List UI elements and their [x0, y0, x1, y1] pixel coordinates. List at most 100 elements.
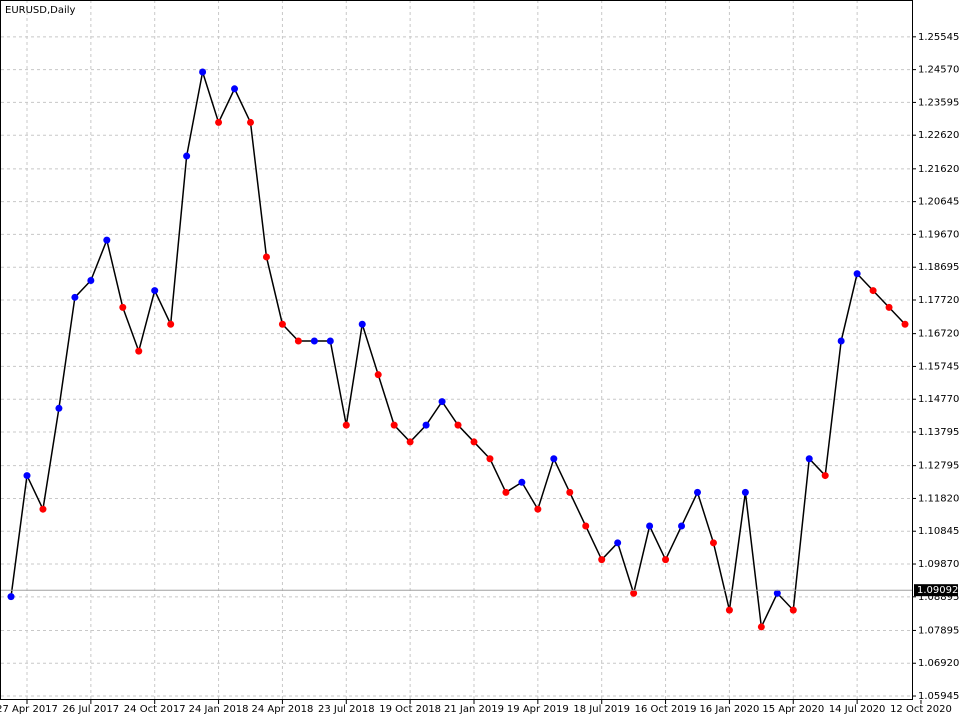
price-marker	[422, 421, 430, 429]
y-tick-label: 1.09870	[918, 559, 959, 570]
price-marker	[725, 606, 733, 614]
price-marker	[709, 539, 717, 547]
x-tick-label: 24 Jan 2018	[189, 704, 249, 715]
price-marker	[534, 505, 542, 513]
y-tick-label: 1.08895	[918, 592, 959, 603]
y-tick-label: 1.18695	[918, 262, 959, 273]
x-tick-label: 16 Jan 2020	[699, 704, 759, 715]
y-tick-label: 1.13795	[918, 427, 959, 438]
price-marker	[662, 556, 670, 564]
price-marker	[773, 589, 781, 597]
y-tick-label: 1.22620	[918, 130, 959, 141]
price-marker	[518, 478, 526, 486]
price-marker	[390, 421, 398, 429]
x-tick-label: 14 Jul 2020	[829, 704, 886, 715]
x-tick-label: 15 Apr 2020	[762, 704, 824, 715]
x-tick-label: 24 Apr 2018	[252, 704, 314, 715]
price-marker	[789, 606, 797, 614]
y-tick-label: 1.20645	[918, 197, 959, 208]
current-price-label: 1.09092	[917, 585, 958, 596]
y-tick-label: 1.14770	[918, 394, 959, 405]
price-marker	[151, 287, 159, 295]
y-tick-label: 1.11820	[918, 493, 959, 504]
x-tick-label: 27 Apr 2017	[0, 704, 58, 715]
price-marker	[630, 589, 638, 597]
chart-title: EURUSD,Daily	[5, 5, 76, 16]
y-tick-label: 1.16720	[918, 329, 959, 340]
price-marker	[167, 320, 175, 328]
plot-area	[1, 0, 912, 700]
price-marker	[87, 276, 95, 284]
price-marker	[853, 270, 861, 278]
price-marker	[183, 152, 191, 160]
price-marker	[454, 421, 462, 429]
y-tick-label: 1.06920	[918, 658, 959, 669]
x-tick-label: 19 Apr 2019	[507, 704, 569, 715]
y-tick-label: 1.23595	[918, 97, 959, 108]
price-marker	[486, 455, 494, 463]
y-tick-label: 1.15745	[918, 361, 959, 372]
plot-border	[0, 0, 913, 700]
x-tick-label: 12 Oct 2020	[890, 704, 952, 715]
y-tick-label: 1.24570	[918, 65, 959, 76]
price-marker	[678, 522, 686, 530]
y-tick-label: 1.10845	[918, 526, 959, 537]
price-marker	[215, 118, 223, 126]
price-marker	[71, 293, 79, 301]
x-tick-label: 21 Jan 2019	[444, 704, 504, 715]
x-tick-label: 24 Oct 2017	[124, 704, 186, 715]
price-marker	[805, 455, 813, 463]
price-marker	[326, 337, 334, 345]
price-marker	[741, 488, 749, 496]
price-marker	[7, 593, 15, 601]
price-marker	[358, 320, 366, 328]
price-marker	[246, 118, 254, 126]
price-marker	[135, 347, 143, 355]
price-marker	[566, 488, 574, 496]
price-marker	[582, 522, 590, 530]
price-marker	[646, 522, 654, 530]
price-marker	[23, 472, 31, 480]
x-tick-label: 19 Oct 2018	[379, 704, 441, 715]
x-tick-label: 26 Jul 2017	[63, 704, 120, 715]
price-marker	[550, 455, 558, 463]
price-marker	[869, 287, 877, 295]
price-marker	[294, 337, 302, 345]
y-tick-label: 1.21620	[918, 164, 959, 175]
x-tick-label: 18 Jul 2019	[573, 704, 630, 715]
price-marker	[821, 472, 829, 480]
price-marker	[901, 320, 909, 328]
y-tick-label: 1.17720	[918, 295, 959, 306]
price-marker	[374, 371, 382, 379]
price-marker	[103, 236, 111, 244]
price-marker	[119, 303, 127, 311]
price-marker	[614, 539, 622, 547]
price-marker	[693, 488, 701, 496]
current-price-tag	[914, 584, 958, 597]
price-marker	[438, 398, 446, 406]
price-marker	[406, 438, 414, 446]
price-marker	[502, 488, 510, 496]
price-marker	[470, 438, 478, 446]
price-marker	[262, 253, 270, 261]
y-tick-label: 1.07895	[918, 625, 959, 636]
price-marker	[310, 337, 318, 345]
price-marker	[757, 623, 765, 631]
price-marker	[231, 85, 239, 93]
price-marker	[39, 505, 47, 513]
y-tick-label: 1.05945	[918, 691, 959, 702]
x-tick-label: 23 Jul 2018	[318, 704, 375, 715]
price-marker	[837, 337, 845, 345]
y-tick-label: 1.12795	[918, 461, 959, 472]
price-marker	[278, 320, 286, 328]
price-marker	[199, 68, 207, 76]
price-marker	[885, 303, 893, 311]
y-tick-label: 1.19670	[918, 229, 959, 240]
price-marker	[598, 556, 606, 564]
price-marker	[342, 421, 350, 429]
y-tick-label: 1.25545	[918, 32, 959, 43]
x-tick-label: 16 Oct 2019	[635, 704, 697, 715]
price-marker	[55, 404, 63, 412]
